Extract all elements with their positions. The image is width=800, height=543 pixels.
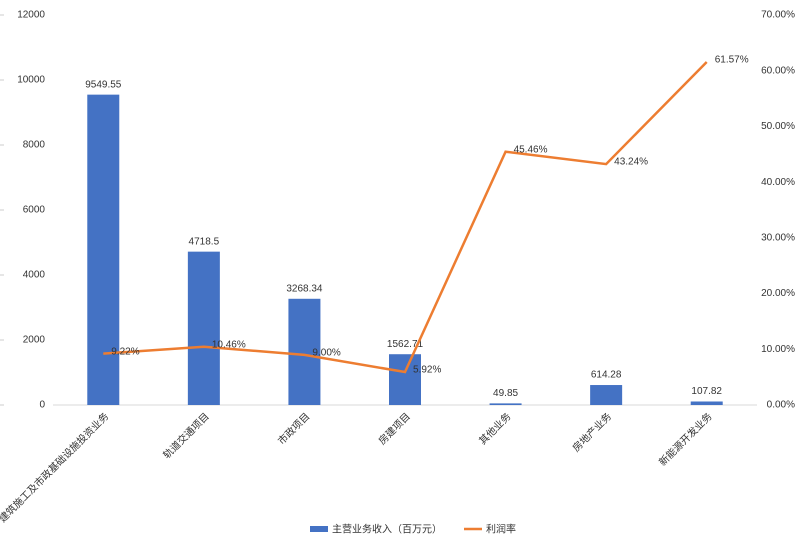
- bar-value-label: 4718.5: [189, 236, 220, 247]
- bar-value-label: 107.82: [691, 386, 722, 397]
- bar: [87, 94, 120, 406]
- line-value-label: 9.22%: [111, 346, 139, 357]
- bar-value-label: 9549.55: [85, 79, 122, 90]
- line-value-label: 61.57%: [715, 55, 749, 66]
- legend-label: 主营业务收入（百万元）: [332, 523, 442, 536]
- x-tick-label: 房地产业务: [570, 410, 615, 455]
- line-value-label: 10.46%: [212, 339, 246, 350]
- line-value-label: 45.46%: [514, 144, 548, 155]
- y2-tick-label: 70.00%: [761, 10, 795, 21]
- y-tick-label: 6000: [23, 205, 46, 216]
- y-tick-label: 0: [39, 400, 45, 411]
- bar: [389, 354, 421, 405]
- bar-value-label: 49.85: [493, 388, 518, 399]
- y2-tick-label: 30.00%: [761, 232, 795, 243]
- y-tick-label: 2000: [23, 335, 46, 346]
- bar: [690, 401, 723, 405]
- y-tick-label: 4000: [23, 270, 46, 281]
- x-tick-label: 新能源开发业务: [656, 410, 715, 469]
- bar: [288, 298, 321, 405]
- x-tick-label: 建筑施工及市政基础设施投资业务: [0, 410, 111, 525]
- line-value-label: 9.00%: [312, 347, 340, 358]
- y2-tick-label: 40.00%: [761, 177, 795, 188]
- bar: [489, 403, 522, 405]
- legend-swatch: [310, 526, 328, 532]
- line-value-label: 5.92%: [413, 365, 441, 376]
- y2-tick-label: 20.00%: [761, 288, 795, 299]
- x-tick-label: 市政项目: [275, 410, 312, 447]
- bar: [590, 385, 623, 405]
- y-tick-label: 10000: [17, 75, 45, 86]
- y2-tick-label: 0.00%: [767, 400, 795, 411]
- bar-value-label: 1562.71: [387, 339, 424, 350]
- legend-label: 利润率: [486, 523, 516, 536]
- bar-value-label: 3268.34: [286, 283, 323, 294]
- bar-value-label: 614.28: [591, 370, 622, 381]
- x-tick-label: 其他业务: [476, 410, 513, 447]
- y-tick-label: 12000: [17, 10, 45, 21]
- bar: [187, 251, 220, 405]
- y2-tick-label: 10.00%: [761, 344, 795, 355]
- y2-tick-label: 50.00%: [761, 121, 795, 132]
- y2-tick-label: 60.00%: [761, 65, 795, 76]
- line-value-label: 43.24%: [614, 157, 648, 168]
- x-tick-label: 房建项目: [376, 410, 413, 447]
- line: [103, 61, 708, 374]
- y-tick-label: 8000: [23, 140, 46, 151]
- x-tick-label: 轨道交通项目: [160, 410, 212, 462]
